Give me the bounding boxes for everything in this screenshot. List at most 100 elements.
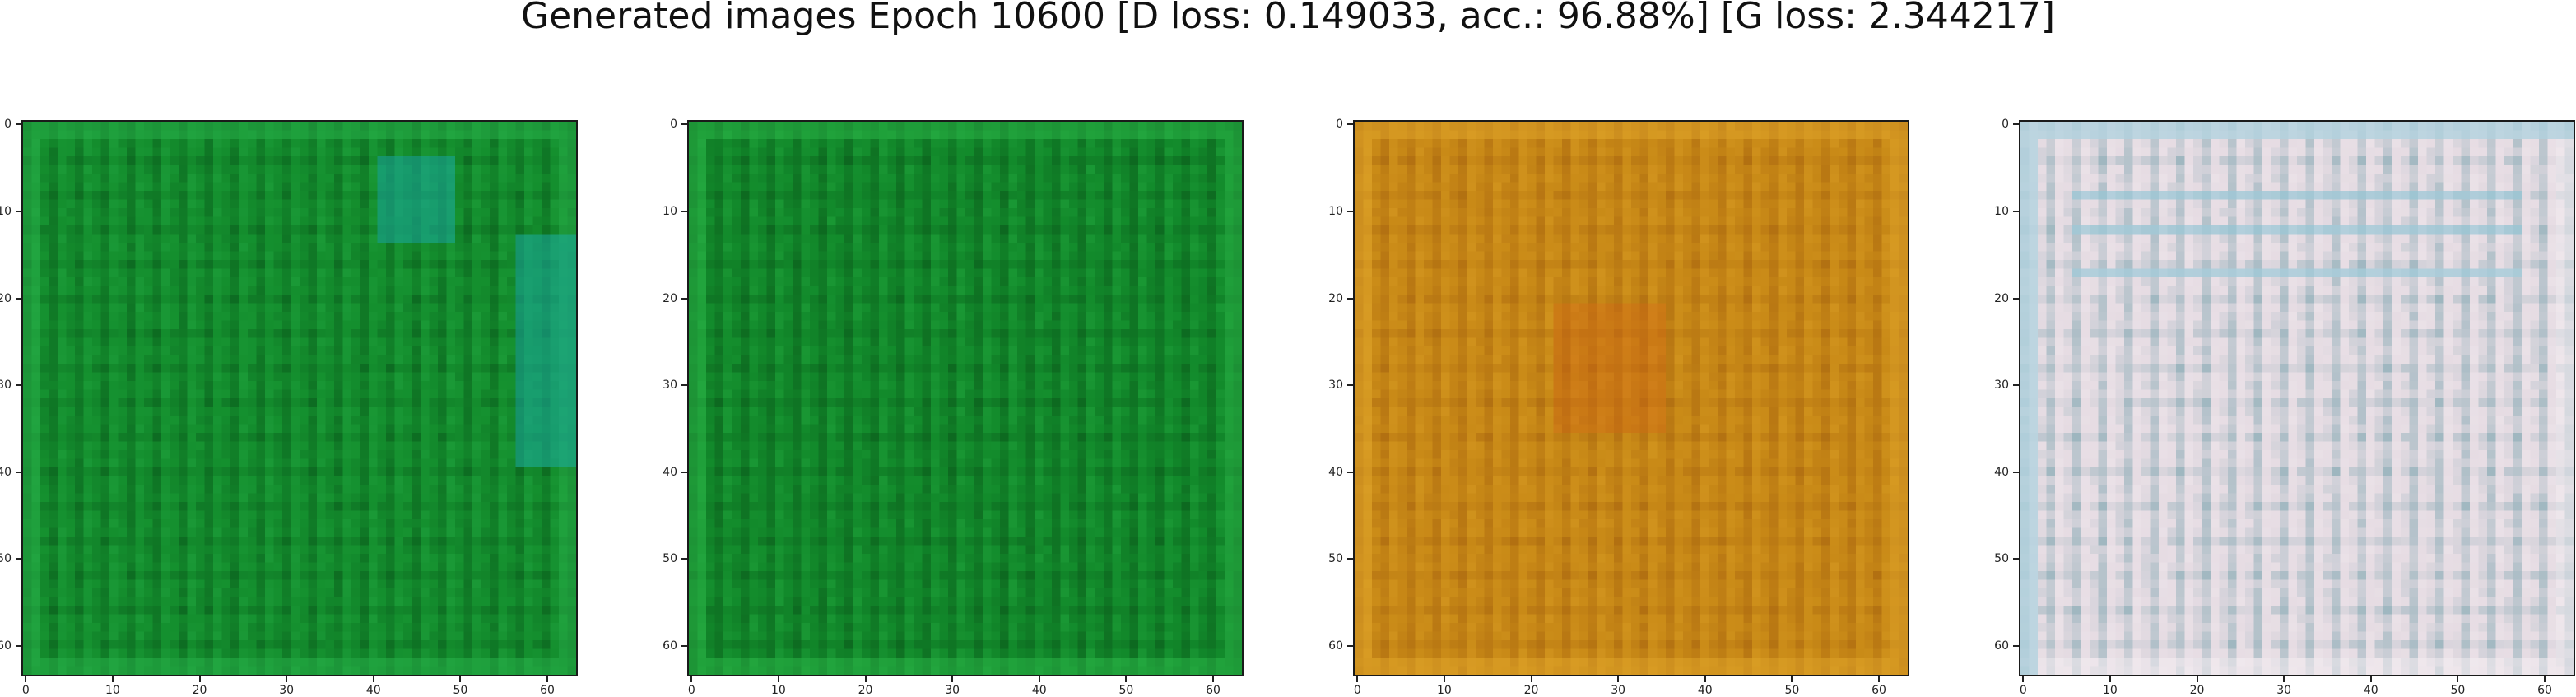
y-tick-label: 20 (0, 291, 12, 305)
y-tick-mark (16, 471, 21, 473)
x-tick-mark (546, 676, 549, 682)
y-tick-mark (1347, 645, 1353, 648)
y-tick-label: 60 (663, 639, 677, 653)
generated-image-2 (687, 120, 1244, 676)
x-tick-mark (1125, 676, 1128, 682)
y-tick-mark (16, 384, 21, 387)
y-tick-label: 40 (1328, 465, 1343, 479)
x-tick-label: 0 (1353, 684, 1361, 697)
y-tick-mark (1347, 123, 1353, 126)
x-tick-mark (864, 676, 867, 682)
x-tick-mark (777, 676, 779, 682)
x-tick-label: 50 (2450, 684, 2466, 697)
y-tick-label: 50 (1994, 552, 2009, 566)
x-tick-label: 50 (1118, 684, 1134, 697)
x-tick-mark (286, 676, 288, 682)
y-tick-mark (681, 123, 687, 126)
x-tick-label: 50 (453, 684, 468, 697)
x-tick-label: 40 (1697, 684, 1713, 697)
y-tick-label: 0 (1336, 118, 1343, 132)
image-panel-1: 0 10 20 30 40 50 60 0 10 20 30 40 50 60 (0, 118, 578, 696)
y-tick-label: 50 (663, 552, 677, 566)
y-tick-mark (1347, 384, 1353, 387)
y-tick-label: 10 (663, 204, 677, 218)
y-tick-mark (681, 297, 687, 300)
y-tick-label: 50 (1328, 552, 1343, 566)
y-tick-label: 0 (4, 118, 12, 132)
y-tick-label: 60 (1328, 639, 1343, 653)
x-tick-mark (1530, 676, 1532, 682)
generated-image-1 (21, 120, 578, 676)
x-tick-label: 60 (1872, 684, 1886, 697)
y-tick-mark (16, 297, 21, 300)
y-tick-label: 30 (1994, 379, 2009, 393)
y-tick-mark (681, 210, 687, 212)
x-tick-label: 60 (1206, 684, 1221, 697)
x-tick-mark (459, 676, 462, 682)
x-tick-label: 50 (1784, 684, 1800, 697)
x-tick-label: 30 (279, 684, 295, 697)
y-tick-mark (681, 558, 687, 560)
y-tick-label: 20 (663, 291, 677, 305)
y-tick-label: 30 (1328, 379, 1343, 393)
x-tick-label: 60 (2537, 684, 2552, 697)
y-tick-mark (16, 210, 21, 212)
x-tick-label: 0 (2019, 684, 2027, 697)
y-tick-mark (681, 384, 687, 387)
y-tick-mark (2013, 471, 2019, 473)
x-tick-mark (1212, 676, 1215, 682)
y-tick-label: 20 (1994, 291, 2009, 305)
figure-title: Generated images Epoch 10600 [D loss: 0.… (520, 0, 2056, 37)
y-tick-label: 40 (663, 465, 677, 479)
image-panel-4: 0 10 20 30 40 50 60 0 10 20 30 40 50 60 (1994, 118, 2575, 696)
y-tick-mark (2013, 210, 2019, 212)
x-tick-label: 40 (365, 684, 381, 697)
y-tick-mark (2013, 384, 2019, 387)
x-tick-mark (951, 676, 954, 682)
x-tick-label: 40 (2363, 684, 2378, 697)
x-tick-mark (2544, 676, 2546, 682)
y-tick-label: 20 (1328, 291, 1343, 305)
x-tick-mark (1038, 676, 1040, 682)
x-tick-mark (25, 676, 27, 682)
y-tick-mark (16, 645, 21, 648)
x-tick-mark (1704, 676, 1706, 682)
generated-image-4 (2019, 120, 2575, 676)
y-tick-label: 10 (1994, 204, 2009, 218)
y-tick-mark (16, 123, 21, 126)
y-tick-mark (1347, 471, 1353, 473)
y-tick-mark (1347, 210, 1353, 212)
x-tick-mark (1791, 676, 1793, 682)
y-tick-label: 30 (0, 379, 12, 393)
y-tick-label: 40 (1994, 465, 2009, 479)
y-tick-label: 60 (0, 639, 12, 653)
image-panel-2: 0 10 20 30 40 50 60 0 10 20 30 40 50 60 (663, 118, 1244, 696)
y-tick-mark (16, 558, 21, 560)
x-tick-label: 20 (858, 684, 873, 697)
image-panel-3: 0 10 20 30 40 50 60 0 10 20 30 40 50 60 (1328, 118, 1909, 696)
x-tick-mark (111, 676, 114, 682)
y-tick-label: 40 (0, 465, 12, 479)
y-tick-mark (1347, 558, 1353, 560)
x-tick-mark (1878, 676, 1881, 682)
x-tick-label: 40 (1031, 684, 1047, 697)
x-tick-label: 10 (770, 684, 786, 697)
x-tick-label: 30 (945, 684, 960, 697)
x-tick-label: 20 (1523, 684, 1539, 697)
x-tick-mark (372, 676, 374, 682)
x-tick-label: 30 (2276, 684, 2292, 697)
x-tick-mark (2196, 676, 2198, 682)
x-tick-label: 60 (540, 684, 555, 697)
y-tick-mark (2013, 123, 2019, 126)
x-tick-mark (690, 676, 693, 682)
y-tick-label: 0 (2002, 118, 2009, 132)
generated-image-3 (1353, 120, 1909, 676)
x-tick-label: 10 (1436, 684, 1452, 697)
x-tick-mark (1356, 676, 1359, 682)
x-tick-mark (2022, 676, 2025, 682)
x-tick-label: 30 (1611, 684, 1626, 697)
x-tick-mark (2369, 676, 2372, 682)
x-tick-mark (2457, 676, 2459, 682)
y-tick-mark (681, 471, 687, 473)
x-tick-label: 10 (105, 684, 120, 697)
